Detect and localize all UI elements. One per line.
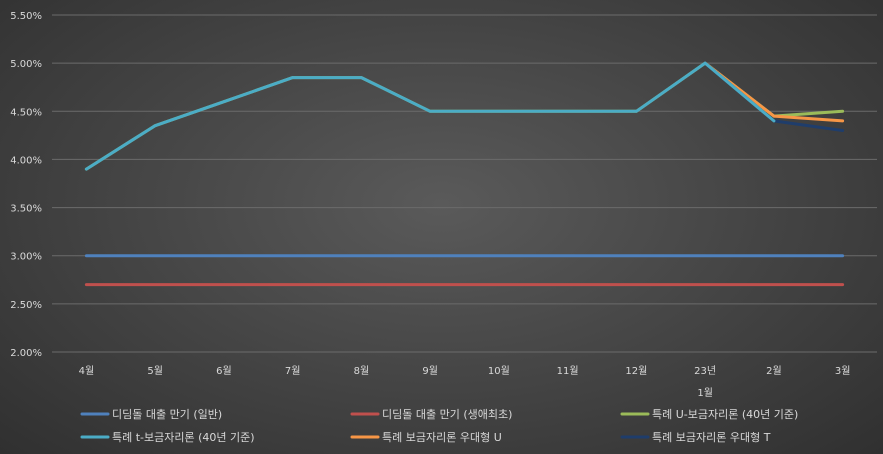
series-line xyxy=(84,61,845,171)
x-tick-label: 9월 xyxy=(422,365,438,377)
y-tick-label: 5.50% xyxy=(10,11,42,22)
y-tick-label: 5.00% xyxy=(10,59,42,70)
legend-label: 특례 U-보금자리론 (40년 기준) xyxy=(652,408,798,421)
gridlines xyxy=(52,14,877,353)
x-tick-label: 12월 xyxy=(625,365,647,377)
y-tick-label: 4.50% xyxy=(10,107,42,118)
x-tick-label: 2월 xyxy=(766,365,782,377)
legend-label: 디딤돌 대출 만기 (일반) xyxy=(112,407,222,421)
y-tick-label: 2.00% xyxy=(10,348,42,359)
x-tick-label: 8월 xyxy=(354,365,370,377)
legend-label: 특례 t-보금자리론 (40년 기준) xyxy=(112,431,255,444)
x-tick-label: 5월 xyxy=(147,365,163,377)
x-tick-label: 11월 xyxy=(557,365,579,377)
y-tick-label: 3.50% xyxy=(10,204,42,215)
legend-label: 특례 보금자리론 우대형 T xyxy=(652,431,771,444)
x-tick-label: 4월 xyxy=(79,365,95,377)
y-tick-label: 3.00% xyxy=(10,252,42,263)
legend-label: 특례 보금자리론 우대형 U xyxy=(382,431,502,444)
x-tick-label: 10월 xyxy=(488,365,510,377)
x-axis-year-marker: 1월 xyxy=(697,387,713,399)
y-tick-label: 4.00% xyxy=(10,155,42,166)
series-lines xyxy=(84,61,845,287)
x-axis-ticks: 4월 5월 6월 7월 8월 9월 10월 11월 12월 23년 2월 3월 xyxy=(79,365,851,377)
series-line xyxy=(84,61,776,171)
x-tick-label: 3월 xyxy=(835,365,851,377)
y-tick-label: 2.50% xyxy=(10,300,42,311)
legend-label: 디딤돌 대출 만기 (생애최초) xyxy=(382,408,512,421)
x-tick-label: 6월 xyxy=(216,365,232,377)
y-axis-ticks: 2.00% 2.50% 3.00% 3.50% 4.00% 4.50% 5.00% 5.50% xyxy=(10,11,42,359)
x-tick-label: 23년 xyxy=(694,365,716,377)
x-tick-label: 7월 xyxy=(285,365,301,377)
legend: 디딤돌 대출 만기 (일반) 디딤돌 대출 만기 (생애최초) 특례 U-보금자리론… xyxy=(80,407,798,444)
